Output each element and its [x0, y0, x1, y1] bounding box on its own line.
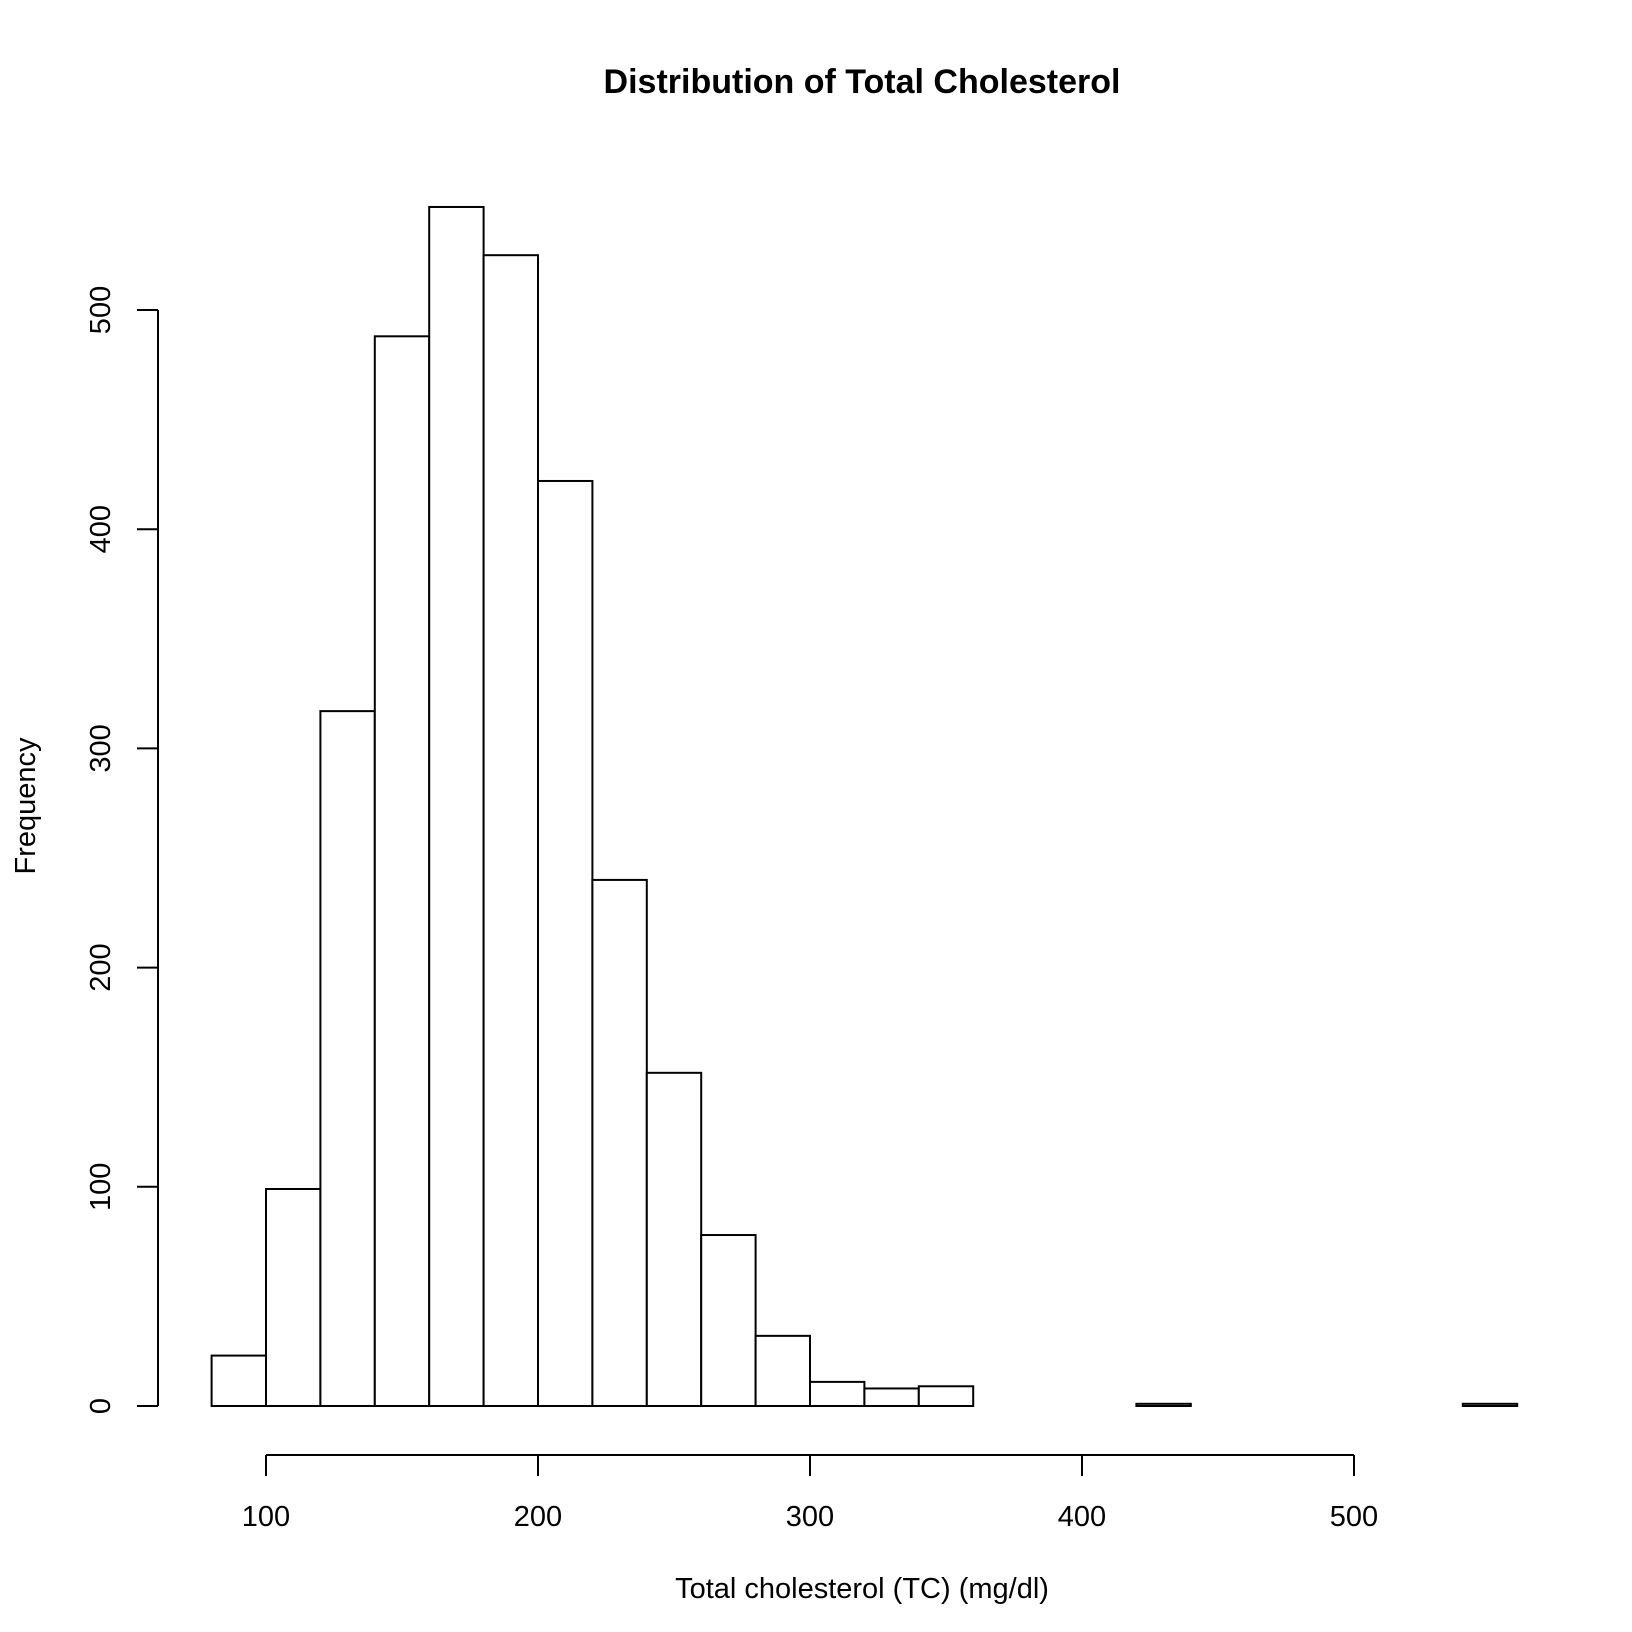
histogram-bar [809, 1380, 866, 1407]
histogram-bar [265, 1187, 322, 1407]
x-tick-label: 500 [1330, 1501, 1378, 1533]
histogram-bar [537, 479, 594, 1407]
y-tick-label: 100 [85, 1163, 117, 1211]
histogram-bar [754, 1334, 811, 1407]
histogram-bar [1461, 1402, 1519, 1407]
chart-title: Distribution of Total Cholesterol [604, 63, 1121, 101]
histogram-bar [482, 254, 540, 1408]
x-axis-label: Total cholesterol (TC) (mg/dl) [675, 1573, 1049, 1605]
histogram-bar [1135, 1402, 1192, 1407]
y-tick-label: 200 [85, 943, 117, 991]
histogram-bar [700, 1234, 757, 1408]
histogram-bar [863, 1387, 920, 1407]
histogram-bar [591, 878, 648, 1407]
y-axis: 0 100 200 300 400 500 [85, 286, 159, 1414]
x-axis: 100 200 300 400 500 [242, 1454, 1378, 1533]
histogram-bar [373, 335, 431, 1408]
y-axis-label: Frequency [10, 737, 42, 875]
histogram-bar [645, 1071, 703, 1408]
x-tick-label: 300 [786, 1501, 834, 1533]
histogram-bar [319, 710, 376, 1407]
histogram-bar [428, 205, 485, 1408]
histogram-bar [917, 1385, 975, 1407]
y-tick-label: 300 [85, 724, 117, 772]
x-tick-label: 400 [1058, 1501, 1106, 1533]
x-tick-label: 100 [242, 1501, 290, 1533]
x-tick-label: 200 [514, 1501, 562, 1533]
y-tick-label: 400 [85, 505, 117, 553]
y-tick-label: 500 [85, 286, 117, 334]
histogram-bar [210, 1354, 268, 1407]
histogram-bars [210, 205, 1519, 1408]
y-tick-label: 0 [85, 1398, 117, 1414]
